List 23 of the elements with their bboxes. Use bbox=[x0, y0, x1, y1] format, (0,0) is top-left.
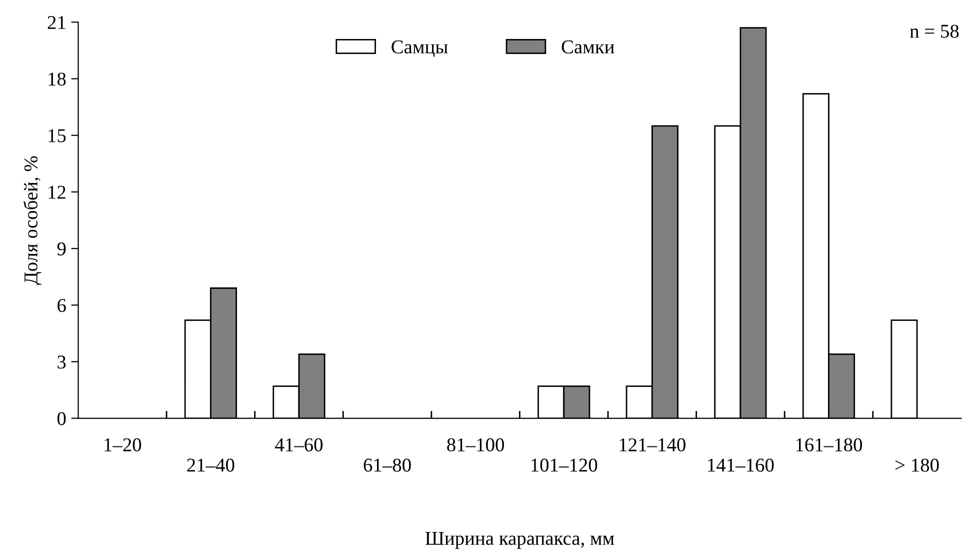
x-tick-label: 101–120 bbox=[532, 458, 598, 472]
x-tick-label: 141–160 bbox=[708, 458, 774, 472]
x-axis-title: Ширина карапакса, мм bbox=[425, 532, 614, 549]
annotation: n = 58 bbox=[910, 24, 959, 38]
y-tick-label: 0 bbox=[57, 412, 66, 426]
x-tick-label: 61–80 bbox=[364, 458, 411, 472]
legend-label: Самцы bbox=[392, 40, 448, 58]
y-tick-label: 12 bbox=[48, 186, 66, 199]
x-tick-label: 21–40 bbox=[187, 458, 234, 472]
x-tick-label: 41–60 bbox=[275, 438, 323, 452]
y-tick-label: 18 bbox=[48, 72, 66, 86]
x-tick-label: > 180 bbox=[896, 458, 939, 472]
legend-label: Самки bbox=[562, 40, 614, 54]
y-tick-label: 6 bbox=[58, 298, 66, 312]
x-tick-label: 81–100 bbox=[447, 438, 504, 452]
x-tick-label: 161–180 bbox=[796, 438, 862, 452]
x-tick-label: 1–20 bbox=[104, 438, 142, 452]
x-tick-label: 121–140 bbox=[620, 438, 686, 452]
y-tick-label: 3 bbox=[58, 356, 66, 369]
y-tick-label: 21 bbox=[48, 16, 66, 29]
y-tick-label: 15 bbox=[48, 129, 66, 142]
y-tick-label: 9 bbox=[57, 242, 66, 256]
y-axis-title: Доля особей, % bbox=[23, 156, 42, 285]
